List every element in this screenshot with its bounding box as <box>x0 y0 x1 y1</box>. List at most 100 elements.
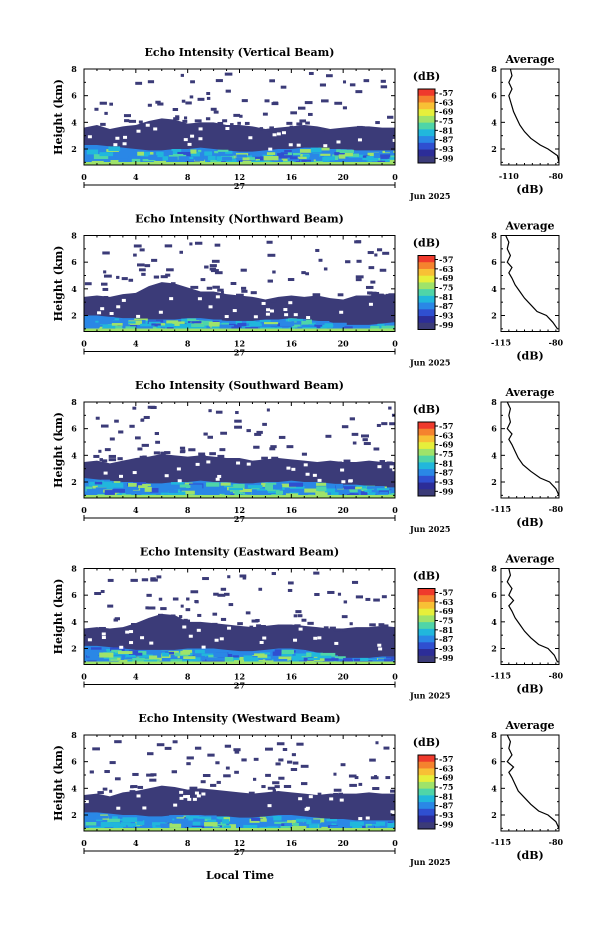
profile-y-tick-label: 2 <box>491 810 497 820</box>
x-tick-label: 4 <box>133 672 139 682</box>
strong-echo-cell <box>185 485 194 489</box>
scattered-echo <box>160 275 168 279</box>
echo-gap <box>183 138 188 142</box>
echo-gap <box>298 627 303 631</box>
echo-gap <box>122 142 127 146</box>
scattered-echo <box>185 101 192 105</box>
strong-echo-cell <box>323 156 335 161</box>
scattered-echo <box>382 251 390 255</box>
scattered-echo <box>147 752 154 756</box>
scattered-echo <box>194 241 203 245</box>
strong-echo-cell <box>99 152 114 157</box>
scattered-echo <box>212 612 218 616</box>
colorbar-swatch <box>418 601 435 610</box>
scattered-echo <box>166 268 174 272</box>
scattered-echo <box>128 278 134 282</box>
y-tick-label: 6 <box>71 424 77 434</box>
scattered-echo <box>182 119 188 123</box>
scattered-echo <box>358 782 363 786</box>
colorbar-swatch <box>418 136 435 144</box>
scattered-echo <box>99 458 103 462</box>
y-tick-label: 2 <box>71 144 77 154</box>
colorbar-tick-label: -87 <box>439 468 453 478</box>
profile-xlabel: (dB) <box>516 516 543 529</box>
strong-echo-cell <box>377 160 386 164</box>
colorbar-swatch <box>418 455 435 463</box>
heatmap <box>84 740 395 831</box>
strong-echo-cell <box>136 820 145 826</box>
colorbar-tick-label: -63 <box>439 430 454 440</box>
echo-gap <box>194 791 199 795</box>
scattered-echo <box>342 106 347 110</box>
scattered-echo <box>209 264 217 268</box>
y-tick-label: 4 <box>71 450 77 460</box>
strong-echo-cell <box>335 483 343 489</box>
scattered-echo <box>258 587 263 591</box>
echo-gap <box>129 630 134 634</box>
profile-y-tick-label: 4 <box>491 284 497 294</box>
scattered-echo <box>198 452 206 456</box>
strong-echo-cell <box>280 826 291 829</box>
colorbar-swatch <box>418 655 435 663</box>
strong-echo-cell <box>222 156 232 161</box>
colorbar-swatch <box>418 142 435 151</box>
strong-echo-cell <box>122 817 138 823</box>
scattered-echo <box>109 437 115 441</box>
scattered-echo <box>295 610 302 614</box>
scattered-echo <box>146 773 154 777</box>
strong-echo-cell <box>260 817 274 821</box>
scattered-echo <box>371 294 376 298</box>
scattered-echo <box>181 449 186 453</box>
scattered-echo <box>348 774 357 778</box>
echo-gap <box>208 305 213 309</box>
strong-echo-cell <box>373 153 381 158</box>
scattered-echo <box>202 577 209 581</box>
echo-gap <box>262 636 267 640</box>
profile-xlabel: (dB) <box>516 849 543 862</box>
scattered-echo <box>184 116 188 120</box>
scattered-echo <box>147 103 152 107</box>
scattered-echo <box>372 291 380 295</box>
panel-title: Echo Intensity (Northward Beam) <box>135 213 344 226</box>
scattered-echo <box>124 119 130 123</box>
echo-gap <box>87 135 92 139</box>
colorbar-swatch <box>418 282 435 290</box>
strong-echo-cell <box>282 159 294 164</box>
scattered-echo <box>98 449 102 453</box>
strong-echo-cell <box>219 324 229 330</box>
profile-frame <box>500 68 560 166</box>
strong-echo-cell <box>92 316 103 321</box>
strong-echo-cell <box>222 819 230 824</box>
date-label: Jun 2025 <box>409 358 450 368</box>
scattered-echo <box>84 282 92 286</box>
strong-echo-cell <box>394 659 395 663</box>
strong-echo-cell <box>299 149 312 153</box>
scattered-echo <box>114 419 119 423</box>
strong-echo-cell <box>128 156 141 159</box>
scattered-echo <box>338 792 344 796</box>
strong-echo-cell <box>178 830 191 831</box>
strong-echo-cell <box>148 655 158 660</box>
echo-gap <box>392 138 395 142</box>
strong-echo-cell <box>218 489 230 494</box>
scattered-echo <box>343 600 348 604</box>
colorbar-swatch <box>418 608 435 616</box>
echo-gap <box>84 800 89 804</box>
strong-echo-cell <box>142 159 155 162</box>
echo-gap <box>336 140 341 144</box>
scattered-echo <box>92 747 100 751</box>
strong-echo-cell <box>224 484 235 488</box>
colorbar-tick-label: -57 <box>439 754 453 764</box>
scattered-echo <box>287 760 293 764</box>
scattered-echo <box>365 597 371 601</box>
echo-gap <box>201 792 206 796</box>
strong-echo-cell <box>111 323 123 326</box>
scattered-echo <box>158 597 163 601</box>
profile-title: Average <box>504 719 554 732</box>
scattered-echo <box>156 743 165 747</box>
strong-echo-cell <box>246 651 255 656</box>
strong-echo-cell <box>236 154 248 158</box>
scattered-echo <box>114 740 122 744</box>
strong-echo-cell <box>311 819 321 824</box>
scattered-echo <box>134 436 141 440</box>
